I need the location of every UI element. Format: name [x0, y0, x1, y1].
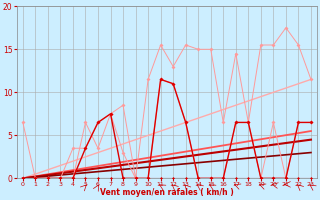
X-axis label: Vent moyen/en rafales ( km/h ): Vent moyen/en rafales ( km/h )	[100, 188, 234, 197]
